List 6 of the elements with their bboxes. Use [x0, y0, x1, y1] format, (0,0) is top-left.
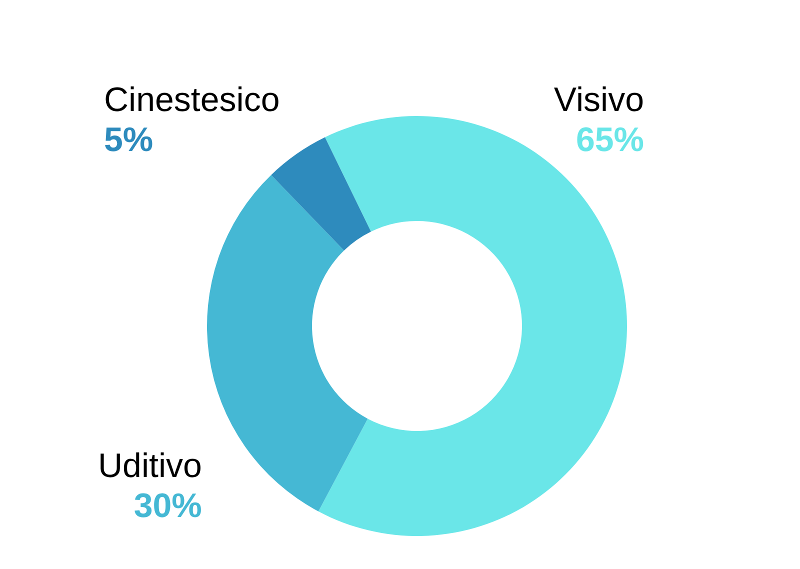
- data-label: 30%: [134, 487, 202, 525]
- slice-label: Visivo: [554, 81, 644, 119]
- slice-label: Uditivo: [98, 447, 202, 485]
- data-label: 5%: [104, 121, 154, 159]
- slice-label: Cinestesico: [104, 81, 280, 119]
- data-label: 65%: [576, 121, 644, 159]
